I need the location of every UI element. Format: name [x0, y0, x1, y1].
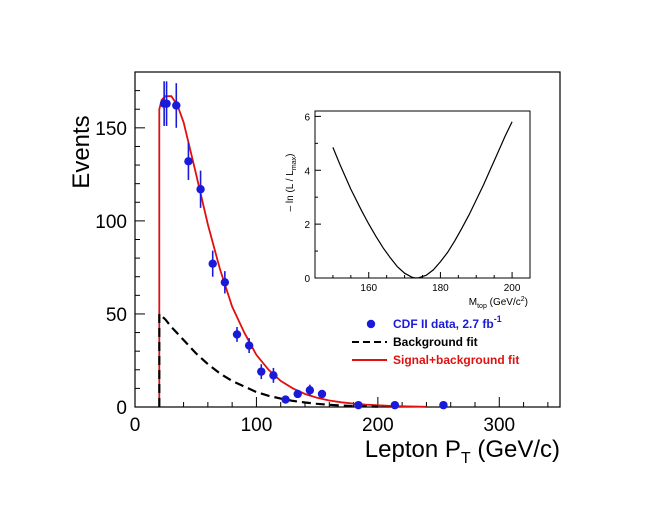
data-point: [244, 341, 254, 350]
data-point: [208, 259, 217, 268]
y-tick-label: 0: [116, 398, 127, 419]
background-fit-curve: [158, 311, 378, 408]
x-tick-label: 0: [130, 415, 141, 436]
inset-background: [285, 97, 546, 320]
x-tick-label: 100: [241, 415, 273, 436]
data-point: [354, 400, 363, 410]
data-point: [196, 185, 205, 194]
data-point: [305, 386, 315, 395]
data-point: [390, 400, 400, 410]
inset-y-tick-label: 4: [304, 166, 310, 177]
data-point: [162, 99, 171, 108]
x-tick-label: 200: [362, 415, 394, 436]
inset-x-tick-label: 180: [432, 283, 449, 294]
legend-label: Background fit: [393, 335, 478, 349]
x-tick-label: 300: [483, 415, 515, 436]
data-point: [293, 389, 302, 399]
legend-label: CDF II data, 2.7 fb-1: [393, 314, 502, 331]
legend-marker-data: [366, 319, 376, 329]
inset-y-axis-title: – ln (L / Lmax): [285, 154, 298, 212]
y-tick-label: 50: [106, 305, 127, 326]
y-tick-label: 100: [95, 212, 127, 233]
x-axis-title: Lepton PT (GeV/c): [365, 436, 560, 467]
data-point: [281, 395, 290, 404]
legend: CDF II data, 2.7 fb-1 Background fit Signa…: [352, 314, 519, 367]
data-point: [439, 400, 448, 410]
y-axis-title: Events: [68, 115, 95, 188]
likelihood-curve: [332, 121, 513, 279]
inset-x-axis-title: Mtop (GeV/c2): [469, 296, 528, 310]
inset-x-tick-label: 160: [360, 283, 377, 294]
data-point: [232, 330, 242, 339]
signal-background-fit-curve: [158, 95, 427, 408]
inset-y-tick-label: 6: [304, 112, 310, 123]
data-point: [257, 367, 266, 376]
inset-y-tick-label: 0: [304, 274, 310, 285]
inset-plot: 160 180 200 0 2 4 6 Mtop (GeV/c2) – ln (L / Lmax…: [285, 97, 546, 320]
inset-x-tick-label: 200: [504, 283, 521, 294]
y-tick-label: 150: [95, 119, 127, 140]
legend-label: Signal+background fit: [393, 353, 519, 367]
inset-y-tick-label: 2: [304, 220, 310, 231]
data-point: [317, 389, 327, 399]
data-point: [184, 157, 193, 166]
data-point: [172, 101, 181, 110]
data-point: [220, 278, 230, 287]
data-point: [269, 371, 278, 380]
